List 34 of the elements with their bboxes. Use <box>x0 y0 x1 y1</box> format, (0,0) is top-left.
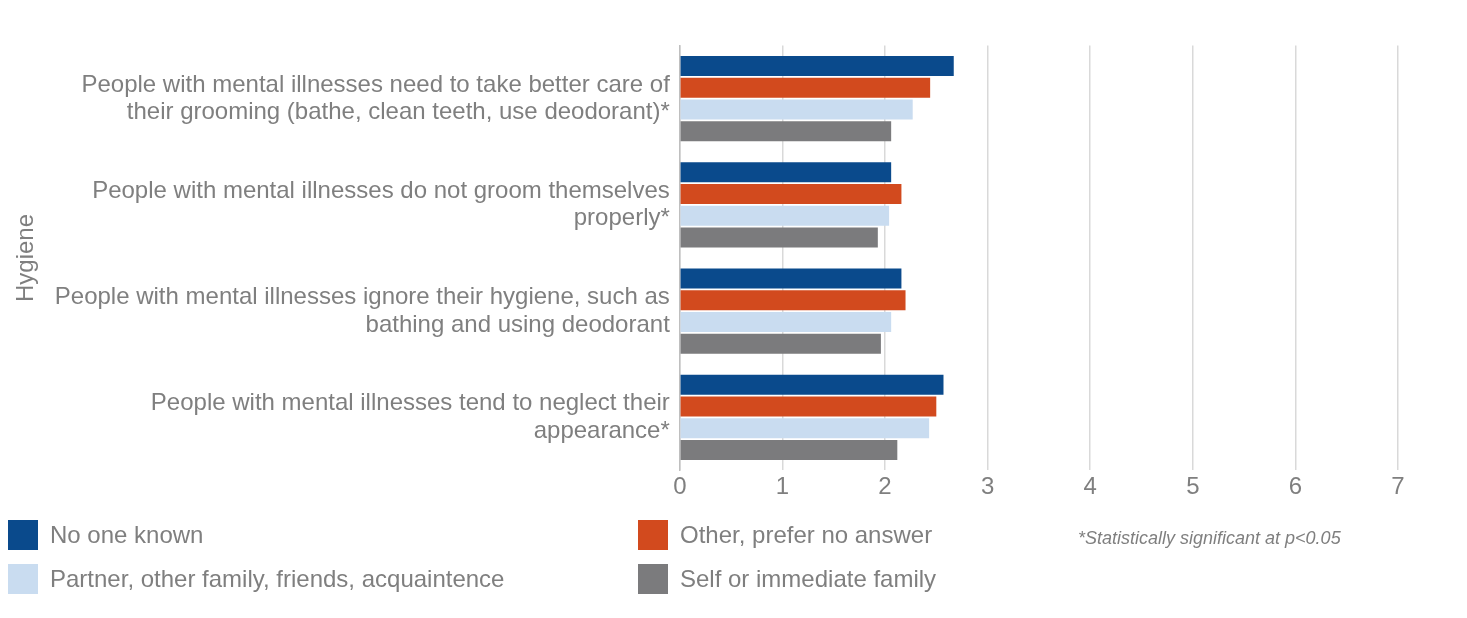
y-tick-label: People with mental illnesses do not groom themselves properly* <box>92 175 670 231</box>
legend-label: Self or immediate family <box>680 565 937 593</box>
x-tick-label: 2 <box>878 472 892 500</box>
bar <box>680 56 954 77</box>
bar <box>680 162 892 183</box>
bar <box>680 374 944 395</box>
bar <box>680 121 892 142</box>
y-axis-title: Hygiene <box>11 213 39 303</box>
text: *Statistically significant at p<0.05 <box>1078 528 1341 549</box>
bar <box>680 77 931 98</box>
bar <box>680 205 890 226</box>
legend-label: Other, prefer no answer <box>680 521 933 549</box>
bar <box>680 99 913 120</box>
x-tick-label: 7 <box>1391 472 1405 500</box>
bar <box>680 290 906 311</box>
bar <box>680 227 878 248</box>
x-tick-label: 6 <box>1288 472 1303 500</box>
y-tick-label: People with mental illnesses ignore their hygiene, such as bathing and using deodorant <box>54 281 671 337</box>
bar <box>680 184 902 205</box>
bar <box>680 333 881 354</box>
legend-label: Partner, other family, friends, acquaintence <box>50 565 505 593</box>
bar <box>680 396 937 417</box>
x-tick-label: 3 <box>980 472 995 500</box>
x-tick-label: 5 <box>1186 472 1200 500</box>
y-tick-label: People with mental illnesses need to take better care of their grooming (bathe, clean teeth, use deodorant)* <box>81 69 671 125</box>
bar <box>680 268 902 289</box>
x-tick-label: 4 <box>1083 472 1097 500</box>
legend-label: No one known <box>50 521 204 549</box>
bar <box>680 311 892 332</box>
bar <box>680 439 898 460</box>
x-tick-label: 0 <box>673 472 687 500</box>
y-tick-label: People with mental illnesses tend to neglect their appearance* <box>150 388 670 443</box>
x-tick-label: 1 <box>775 472 790 500</box>
bar <box>680 418 930 439</box>
